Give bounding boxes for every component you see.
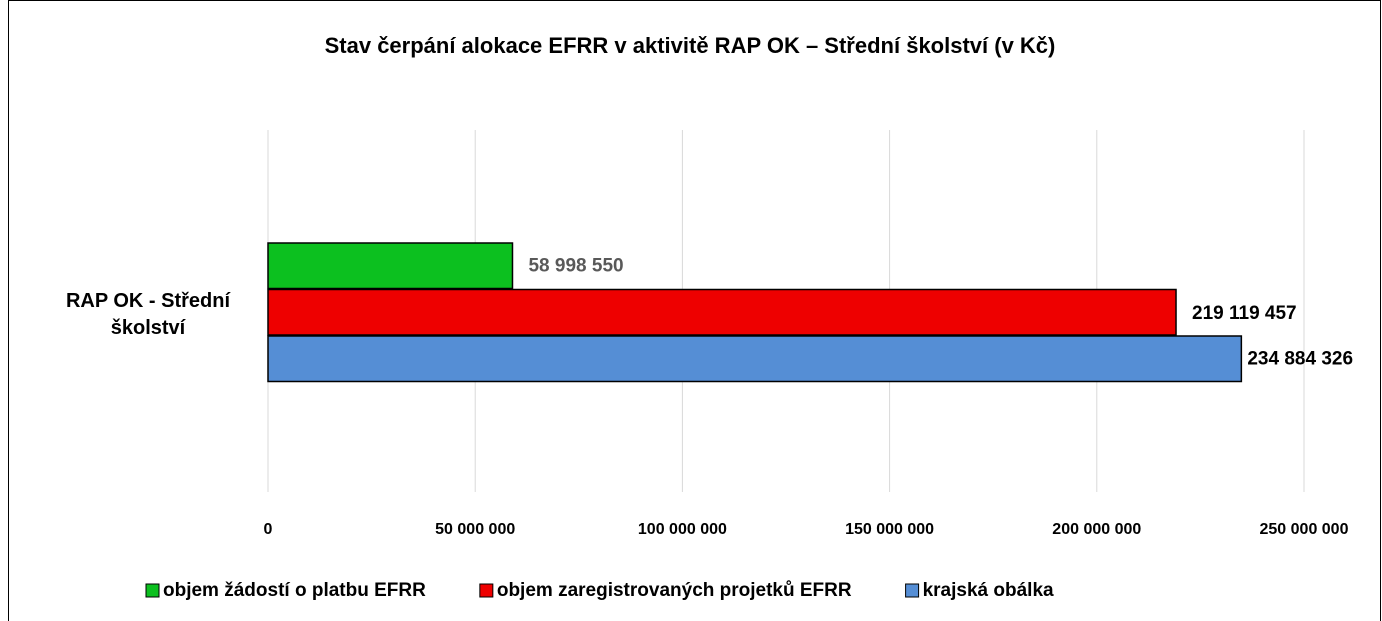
bar <box>267 242 514 290</box>
data-label: 234 884 326 <box>1247 348 1353 369</box>
chart-border <box>8 0 1381 621</box>
x-tick-label: 100 000 000 <box>638 521 727 538</box>
x-tick-label: 50 000 000 <box>435 521 515 538</box>
x-tick-label: 200 000 000 <box>1052 521 1141 538</box>
bar <box>267 335 1243 383</box>
x-tick-label: 250 000 000 <box>1260 521 1349 538</box>
chart-title: Stav čerpání alokace EFRR v aktivitě RAP… <box>325 33 1056 58</box>
legend-label: objem žádostí o platbu EFRR <box>163 580 426 601</box>
legend-swatch <box>905 583 920 598</box>
legend-swatch <box>145 583 160 598</box>
data-label: 58 998 550 <box>528 255 623 276</box>
bar <box>267 288 1177 336</box>
legend-swatch <box>479 583 494 598</box>
category-label: RAP OK - Střední školství <box>65 290 231 339</box>
x-tick-label: 150 000 000 <box>845 521 934 538</box>
data-label: 219 119 457 <box>1192 303 1297 324</box>
x-tick-label: 0 <box>264 521 273 538</box>
legend-label: objem zaregistrovaných projetků EFRR <box>497 580 852 601</box>
legend-label: krajská obálka <box>923 580 1054 601</box>
